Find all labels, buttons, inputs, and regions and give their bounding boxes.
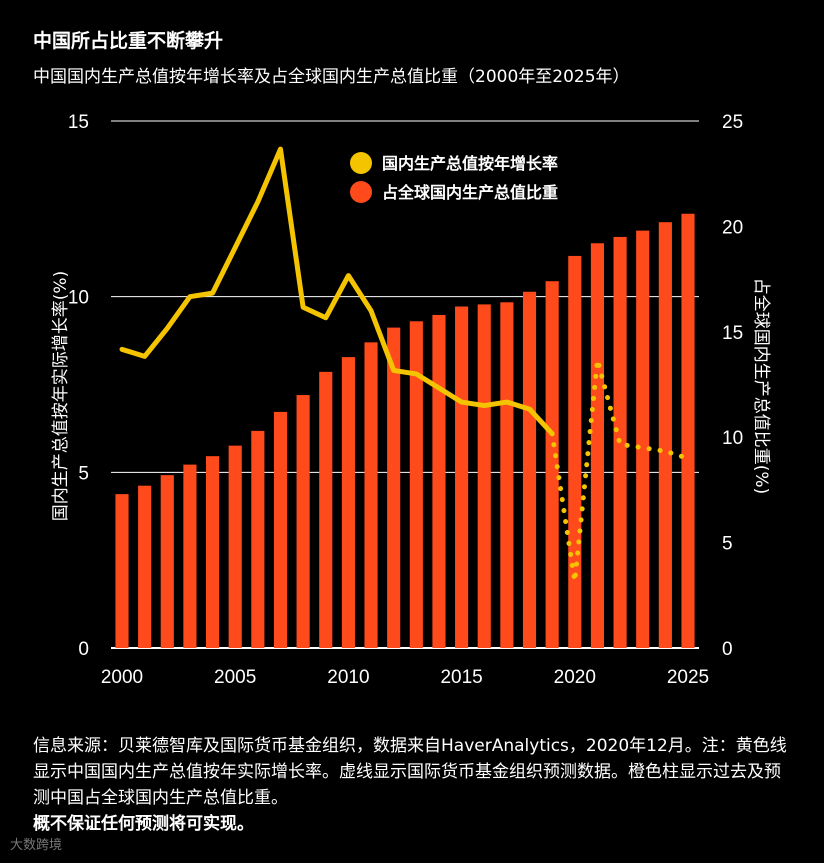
bar-2018 — [522, 291, 537, 648]
source-text: 信息来源：贝莱德智库及国际货币基金组织，数据来自HaverAnalytics，2… — [33, 736, 787, 808]
bar-2009 — [319, 371, 333, 648]
bar-2015 — [455, 306, 469, 648]
line-series — [119, 146, 691, 584]
left-tick-0: 0 — [78, 639, 89, 660]
x-tick-2015: 2015 — [440, 667, 482, 688]
watermark: 大数跨境 — [10, 838, 63, 853]
chart-title: 中国所占比重不断攀升 — [33, 30, 224, 52]
right-tick-10: 10 — [722, 428, 743, 449]
bar-2000 — [115, 494, 129, 648]
legend-growth-marker — [350, 152, 372, 174]
bar-2007 — [273, 411, 288, 648]
x-tick-2025: 2025 — [667, 667, 709, 688]
legend-share-label: 占全球国内生产总值比重 — [382, 183, 558, 202]
right-axis-label: 占全球国内生产总值比重(%) — [751, 278, 771, 494]
right-tick-0: 0 — [722, 639, 733, 660]
bar-2001 — [138, 485, 152, 648]
source-note: 信息来源：贝莱德智库及国际货币基金组织，数据来自HaverAnalytics，2… — [33, 733, 793, 837]
bar-2023 — [636, 230, 650, 648]
x-tick-2020: 2020 — [554, 667, 596, 688]
bar-2011 — [364, 342, 378, 648]
bar-2010 — [341, 357, 355, 648]
bar-2019 — [545, 281, 559, 648]
right-tick-25: 25 — [722, 112, 743, 133]
bar-2016 — [477, 304, 491, 648]
bar-2006 — [251, 430, 265, 648]
left-tick-5: 5 — [78, 463, 89, 484]
legend-share-marker — [350, 181, 372, 203]
growth-line-actual — [119, 146, 555, 437]
right-tick-15: 15 — [722, 323, 743, 344]
disclaimer-text: 概不保证任何预测将可实现。 — [33, 814, 254, 834]
bar-2002 — [160, 475, 174, 648]
right-tick-20: 20 — [722, 217, 743, 238]
x-tick-2010: 2010 — [327, 667, 369, 688]
bar-2008 — [296, 395, 310, 648]
bar-2025 — [681, 213, 695, 648]
bar-2014 — [432, 314, 446, 648]
bar-2012 — [387, 327, 401, 648]
bar-2013 — [409, 321, 423, 648]
left-axis-label: 国内生产总值按年实际增长率(%) — [51, 271, 71, 521]
bar-2003 — [183, 464, 197, 648]
x-tick-2000: 2000 — [101, 667, 143, 688]
left-tick-10: 10 — [68, 288, 89, 309]
bar-2020 — [568, 255, 582, 649]
left-tick-15: 15 — [68, 112, 89, 133]
bar-2005 — [228, 445, 242, 648]
legend: 国内生产总值按年增长率 占全球国内生产总值比重 — [350, 152, 558, 203]
bar-series — [115, 213, 695, 649]
bar-2004 — [205, 456, 220, 648]
chart-subtitle: 中国国内生产总值按年增长率及占全球国内生产总值比重（2000年至2025年） — [33, 67, 630, 87]
legend-growth-label: 国内生产总值按年增长率 — [382, 154, 558, 173]
bar-2017 — [500, 302, 514, 648]
bar-2021 — [590, 243, 605, 648]
bar-2024 — [658, 222, 672, 648]
right-tick-5: 5 — [722, 534, 733, 555]
x-tick-2005: 2005 — [214, 667, 256, 688]
